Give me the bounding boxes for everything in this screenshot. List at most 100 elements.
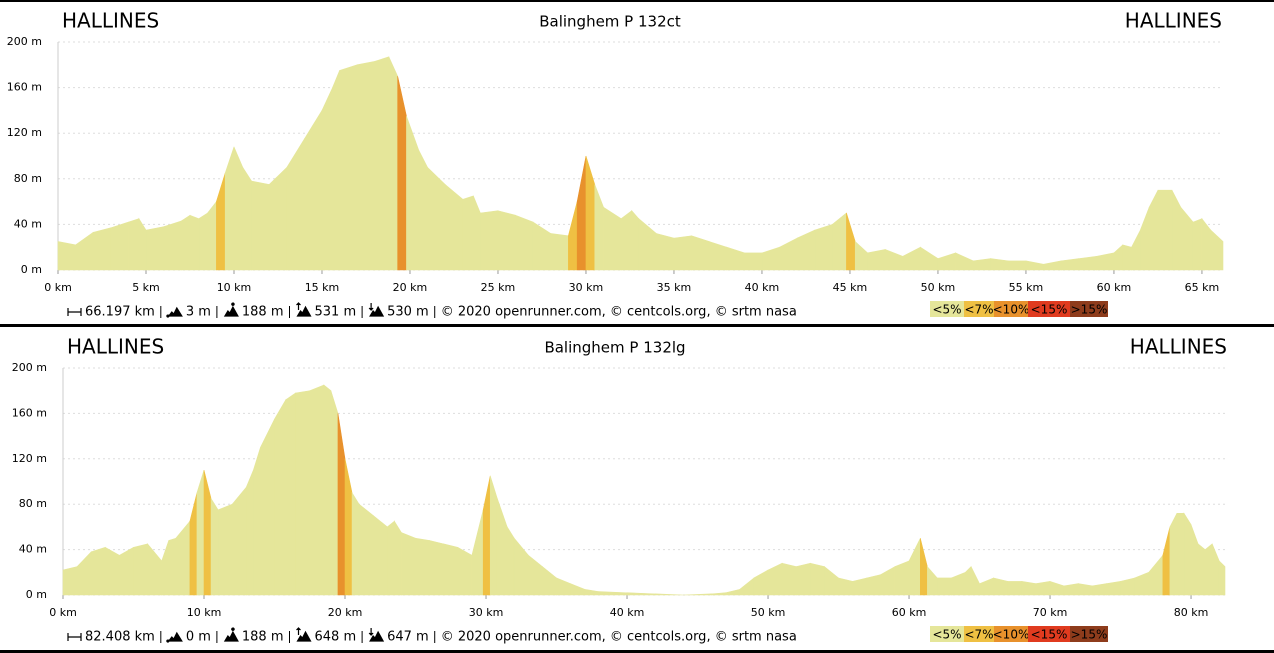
elevation-segment (374, 56, 390, 271)
legend-swatch (930, 626, 964, 642)
credits: © 2020 openrunner.com, © centcols.org, ©… (441, 305, 797, 320)
elevation-segment (753, 569, 769, 596)
elevation-segment (189, 214, 200, 271)
elevation-segment (138, 217, 147, 271)
elevation-segment (1113, 244, 1124, 271)
x-tick-label: 10 km (187, 606, 222, 619)
elevation-segment (92, 227, 112, 271)
legend-label: <10% (993, 628, 1030, 642)
elevation-segment (1078, 255, 1097, 271)
elevation-segment (147, 543, 163, 596)
elevation-segment (224, 146, 235, 271)
elevation-segment (673, 235, 692, 271)
y-tick-label: 0 m (21, 263, 42, 276)
x-tick-label: 25 km (481, 281, 516, 294)
elevation-segment (1157, 189, 1173, 271)
y-tick-label: 40 m (19, 543, 47, 556)
elevation-segment (358, 503, 374, 596)
elevation-segment (955, 252, 974, 271)
legend-swatch (994, 626, 1028, 642)
elevation-segment (515, 214, 534, 271)
x-tick-label: 35 km (657, 281, 692, 294)
elevation-segment (576, 155, 587, 271)
elevation-segment (309, 384, 325, 596)
x-tick-label: 30 km (569, 281, 604, 294)
legend-label: <10% (993, 303, 1030, 317)
elevation-segment (253, 447, 261, 596)
elevation-segment (880, 566, 896, 596)
elevation-segment (457, 546, 473, 596)
elevation-segment (711, 592, 727, 596)
elevation-segment (231, 486, 247, 596)
elevation-segment (216, 173, 226, 271)
stat-value: 82.408 km (85, 630, 155, 645)
y-tick-label: 80 m (19, 497, 47, 510)
elevation-segment (351, 491, 360, 596)
elevation-segment (603, 206, 622, 271)
elevation-segment (767, 562, 783, 596)
elevation-segment (884, 249, 904, 271)
elevation-segment (902, 246, 921, 271)
stat-icon (296, 302, 312, 317)
elevation-segment (528, 554, 543, 596)
elevation-segment (739, 577, 755, 596)
elevation-segment (286, 137, 305, 271)
stat-value: 66.197 km (85, 305, 155, 320)
legend-swatch (1070, 626, 1108, 642)
elevation-segment (207, 200, 217, 271)
end-label: HALLINES (1130, 335, 1227, 359)
elevation-segment (233, 146, 244, 271)
elevation-segment (585, 155, 596, 271)
x-tick-label: 0 km (49, 606, 77, 619)
elevation-segment (542, 565, 557, 596)
elevation-segment (1060, 258, 1080, 271)
elevation-segment (497, 210, 516, 271)
elevation-segment (418, 150, 428, 271)
elevation-segment (725, 588, 741, 596)
elevation-segment (480, 210, 499, 271)
legend-label: <5% (932, 303, 961, 317)
elevation-segment (1021, 581, 1037, 596)
x-tick-label: 20 km (393, 281, 428, 294)
elevation-segment (1025, 260, 1044, 271)
elevation-segment (90, 546, 106, 596)
elevation-segment (1008, 260, 1027, 271)
elevation-segment (506, 525, 515, 596)
elevation-segment (175, 520, 191, 596)
elevation-segment (189, 492, 198, 596)
elevation-segment (332, 70, 340, 271)
legend-swatch (994, 301, 1028, 317)
elevation-segment (110, 221, 129, 271)
elevation-segment (920, 538, 928, 596)
elevation-segment (268, 166, 288, 271)
elevation-segment (550, 233, 569, 271)
elevation-segment (180, 214, 191, 271)
elevation-segment (251, 180, 270, 271)
elevation-segment (397, 76, 407, 271)
elevation-segment (1201, 217, 1212, 271)
elevation-segment (838, 577, 853, 596)
elevation-segment (401, 532, 416, 596)
elevation-segment (568, 201, 578, 271)
elevation-segment (304, 109, 323, 271)
elevation-segment (260, 418, 275, 596)
elevation-segment (927, 565, 938, 596)
x-tick-label: 50 km (751, 606, 786, 619)
elevation-segment (196, 470, 205, 596)
elevation-segment (626, 592, 656, 596)
elevation-segment (1122, 244, 1132, 271)
elevation-segment (57, 241, 76, 271)
start-label: HALLINES (62, 9, 159, 33)
x-tick-label: 40 km (610, 606, 645, 619)
elevation-segment (372, 514, 388, 596)
elevation-segment (990, 258, 1009, 271)
elevation-segment (321, 87, 333, 271)
elevation-segment (415, 537, 430, 596)
x-tick-label: 0 km (44, 281, 72, 294)
stat-value: 648 m (315, 630, 357, 645)
frame-line (0, 324, 1274, 327)
elevation-segment (1171, 190, 1182, 271)
y-tick-label: 120 m (7, 126, 42, 139)
elevation-segment (937, 252, 956, 271)
